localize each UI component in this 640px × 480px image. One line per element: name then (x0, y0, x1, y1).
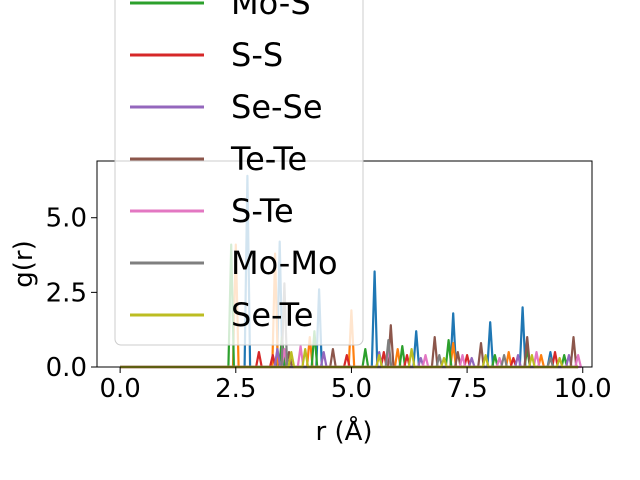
x-axis: 0.0 2.5 5.0 7.5 10.0 (99, 367, 612, 404)
x-tick-label: 0.0 (99, 374, 140, 404)
legend: Mo-S S-S Se-Se Te-Te S-Te Mo-Mo Se-Te (114, 0, 364, 346)
legend-label: Se-Se (231, 88, 323, 126)
legend-label: Mo-Mo (231, 244, 338, 282)
legend-frame (114, 0, 364, 346)
y-tick-label: 2.5 (46, 278, 87, 308)
legend-label: S-Te (231, 192, 294, 230)
x-tick-label: 2.5 (215, 374, 256, 404)
legend-label: Mo-S (231, 0, 311, 22)
y-axis-label: g(r) (9, 240, 39, 287)
x-tick-label: 5.0 (331, 374, 372, 404)
legend-label: Se-Te (231, 296, 313, 334)
x-tick-label: 7.5 (446, 374, 487, 404)
x-tick-label: 10.0 (554, 374, 612, 404)
y-axis: 0.0 2.5 5.0 (46, 204, 97, 383)
y-tick-label: 5.0 (46, 204, 87, 234)
legend-label: S-S (231, 36, 283, 74)
x-axis-label: r (Å) (315, 415, 372, 447)
legend-label: Te-Te (230, 140, 307, 178)
y-tick-label: 0.0 (46, 353, 87, 383)
